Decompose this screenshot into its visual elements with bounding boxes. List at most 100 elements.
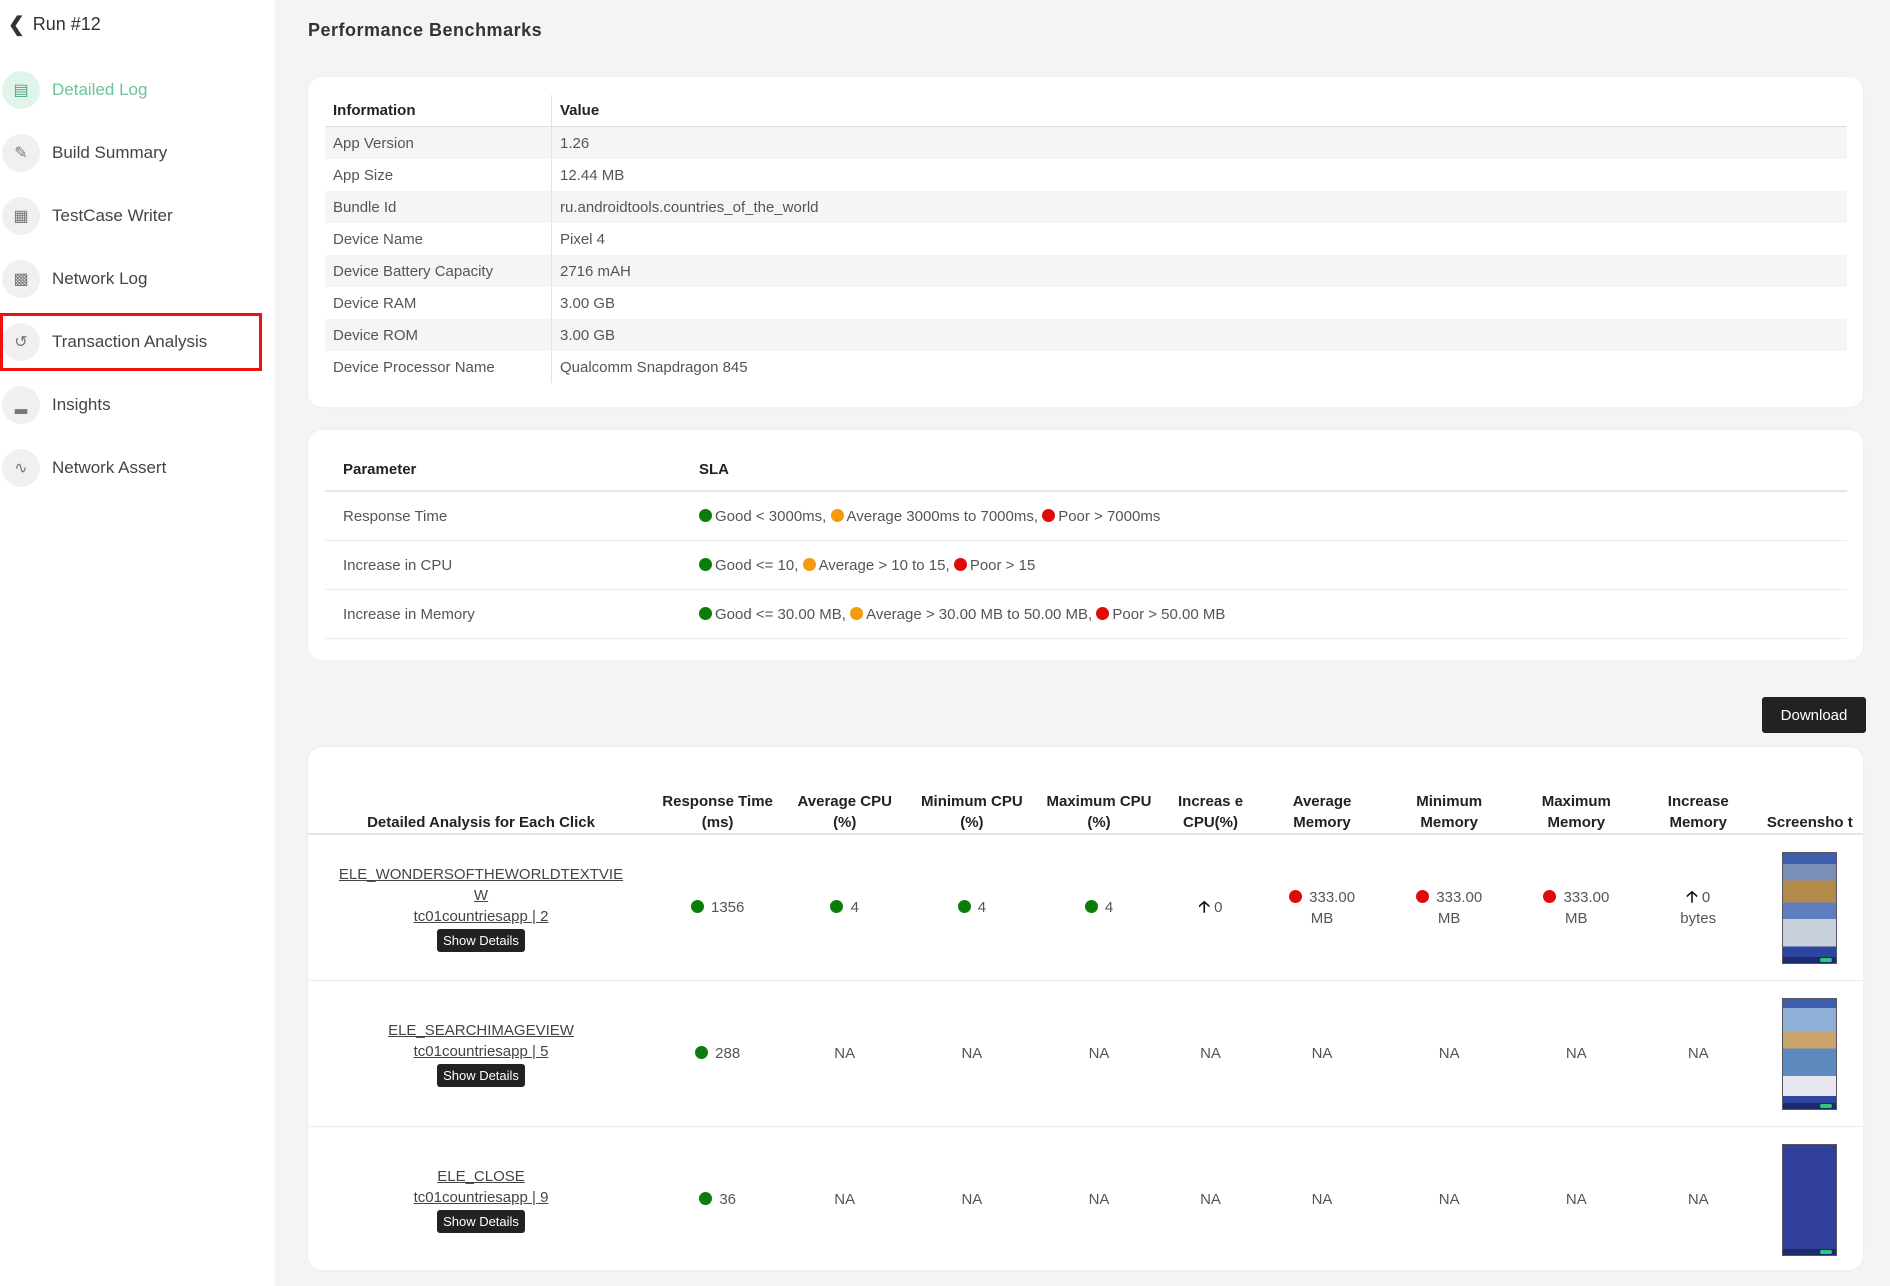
download-button[interactable]: Download <box>1762 697 1866 733</box>
avg-cpu-cell: 4 <box>781 834 909 981</box>
min-mem-cell: NA <box>1438 1191 1460 1208</box>
sidebar-item-transaction-analysis[interactable]: ↺ Transaction Analysis <box>0 313 275 371</box>
inc-mem-cell: 🡡 0 bytes <box>1639 834 1757 981</box>
table-row: Device Battery Capacity 2716 mAH <box>325 255 1847 287</box>
good-dot-icon <box>699 606 712 620</box>
nav-bar <box>1783 1102 1837 1109</box>
info-label: Device Battery Capacity <box>325 255 552 287</box>
pulse-icon: ∿ <box>2 449 40 487</box>
details-table: Detailed Analysis for Each Click Respons… <box>308 759 1863 1272</box>
sidebar-item-label: Network Log <box>52 269 148 288</box>
page-title: Performance Benchmarks <box>308 20 543 40</box>
value: 333.00 MB <box>1563 888 1610 927</box>
table-row: App Size 12.44 MB <box>325 159 1847 191</box>
sidebar-nav: ▤ Detailed Log ✎ Build Summary ▦ TestCas… <box>0 65 275 506</box>
sidebar-item-build-summary[interactable]: ✎ Build Summary <box>0 128 275 178</box>
column-header: Information <box>325 95 552 127</box>
max-cpu-cell: NA <box>1088 1191 1110 1208</box>
element-link[interactable]: W <box>473 886 489 904</box>
info-value: Qualcomm Snapdragon 845 <box>560 358 748 376</box>
show-details-button[interactable]: Show Details <box>437 1064 525 1087</box>
element-cell: ELE_SEARCHIMAGEVIEW tc01countriesapp | 5… <box>308 980 655 1127</box>
testcase-icon: ▦ <box>2 197 40 235</box>
avg-cpu-cell: NA <box>834 1191 856 1208</box>
element-link[interactable]: ELE_CLOSE <box>437 1168 525 1185</box>
sidebar-item-testcase-writer[interactable]: ▦ TestCase Writer <box>0 191 275 241</box>
min-cpu-cell: 4 <box>908 834 1036 981</box>
inc-mem-cell: NA <box>1687 1191 1709 1208</box>
avg-mem-cell: 333.00 MB <box>1258 834 1386 981</box>
show-details-button[interactable]: Show Details <box>437 928 525 952</box>
element-link[interactable]: ELE_SEARCHIMAGEVIEW <box>388 1022 574 1039</box>
sidebar-item-network-log[interactable]: ▩ Network Log <box>0 254 275 304</box>
sidebar: ❮ Run #12 ▤ Detailed Log ✎ Build Summary… <box>0 0 275 1286</box>
good-dot-icon <box>694 1046 708 1059</box>
chart-icon: ▩ <box>2 260 40 298</box>
sidebar-item-label: Transaction Analysis <box>52 332 208 351</box>
column-header: Minimum CPU (%) <box>908 759 1036 835</box>
testcase-link[interactable]: tc01countriesapp | 2 <box>413 907 549 925</box>
good-dot-icon <box>699 1192 713 1205</box>
info-value: 3.00 GB <box>551 319 1847 351</box>
sla-poor: Poor > 15 <box>969 556 1036 574</box>
avg-mem-cell: NA <box>1311 1191 1333 1208</box>
screenshot-cell <box>1757 1127 1863 1273</box>
response-time-cell: 288 <box>654 980 782 1127</box>
column-header: Screensho t <box>1756 759 1863 835</box>
column-header: Average CPU (%) <box>781 759 909 835</box>
sla-good: Good < 3000ms, <box>715 507 827 525</box>
insights-icon: ▂ <box>2 386 40 424</box>
inc-mem-cell: NA <box>1639 980 1757 1127</box>
table-header-row: Information Value <box>325 95 1847 127</box>
column-header: Response Time (ms) <box>654 759 782 835</box>
min-mem-cell: NA <box>1385 980 1513 1127</box>
column-header: Maximum CPU (%) <box>1035 759 1163 835</box>
sidebar-item-label: Insights <box>52 395 111 414</box>
screenshot-cell <box>1756 980 1863 1127</box>
testcase-link[interactable]: tc01countriesapp | 9 <box>413 1189 549 1206</box>
sidebar-item-network-assert[interactable]: ∿ Network Assert <box>0 443 275 493</box>
value: 333.00 MB <box>1309 888 1356 927</box>
sla-value: Good <= 10, Average > 10 to 15, Poor > 1… <box>681 540 1847 590</box>
screenshot-thumbnail[interactable] <box>1782 997 1838 1110</box>
sidebar-item-label: Detailed Log <box>52 80 148 99</box>
good-dot-icon <box>957 900 971 913</box>
transaction-icon: ↺ <box>2 323 40 361</box>
info-value: 3.00 GB <box>560 294 616 312</box>
element-cell: ELE_WONDERSOFTHEWORLDTEXTVIE W tc01count… <box>308 834 655 981</box>
average-dot-icon <box>850 606 864 620</box>
max-mem-cell: NA <box>1565 1191 1587 1208</box>
column-header: Increas e CPU(%) <box>1162 759 1259 835</box>
table-row: ELE_WONDERSOFTHEWORLDTEXTVIE W tc01count… <box>308 834 1863 981</box>
avg-mem-cell: NA <box>1258 980 1386 1127</box>
column-header: Value <box>551 95 1847 127</box>
info-label: App Version <box>325 126 552 159</box>
details-card: Detailed Analysis for Each Click Respons… <box>308 747 1863 1270</box>
sla-param: Response Time <box>325 491 681 541</box>
arrow-up-icon: 🡡 <box>1686 888 1698 906</box>
element-link[interactable]: ELE_WONDERSOFTHEWORLDTEXTVIE <box>338 865 624 883</box>
show-details-button[interactable]: Show Details <box>437 1210 525 1233</box>
poor-dot-icon <box>1543 889 1557 903</box>
sidebar-item-label: Network Assert <box>52 458 167 477</box>
table-row: Device RAM 3.00 GB <box>325 287 1847 319</box>
column-header: Average Memory <box>1258 759 1386 835</box>
sidebar-item-detailed-log[interactable]: ▤ Detailed Log <box>0 65 275 115</box>
testcase-link[interactable]: tc01countriesapp | 5 <box>413 1043 549 1060</box>
back-link[interactable]: ❮ Run #12 <box>8 12 101 37</box>
screenshot-thumbnail[interactable] <box>1782 851 1838 964</box>
sla-value: Good < 3000ms, Average 3000ms to 7000ms,… <box>681 491 1847 541</box>
sidebar-item-insights[interactable]: ▂ Insights <box>0 380 275 430</box>
table-row: Device ROM 3.00 GB <box>325 319 1847 351</box>
average-dot-icon <box>802 557 816 571</box>
avg-cpu-cell: NA <box>781 980 909 1127</box>
table-row: App Version 1.26 <box>325 126 1847 159</box>
good-dot-icon <box>699 508 712 522</box>
value: 0 bytes <box>1680 888 1717 927</box>
info-label: Device Processor Name <box>325 351 552 383</box>
nav-bar <box>1783 1248 1837 1255</box>
table-row: Increase in Memory Good <= 30.00 MB, Ave… <box>325 589 1847 639</box>
screenshot-thumbnail[interactable] <box>1782 1143 1838 1256</box>
screenshot-cell <box>1756 834 1863 981</box>
